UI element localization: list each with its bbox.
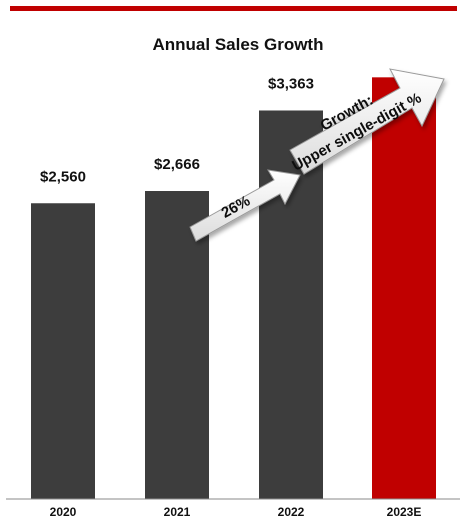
- value-label-2021: $2,666: [154, 156, 200, 173]
- bars-group: [31, 77, 436, 500]
- bar-2021: [145, 191, 209, 499]
- bar-2020: [31, 203, 95, 499]
- x-tick-labels-group: 2020 2021 2022 2023E: [50, 505, 422, 519]
- x-tick-2020: 2020: [50, 505, 77, 519]
- x-tick-2021: 2021: [164, 505, 191, 519]
- bar-2023e: [372, 77, 436, 499]
- value-label-2020: $2,560: [40, 168, 86, 185]
- x-tick-2022: 2022: [278, 505, 305, 519]
- x-tick-2023e: 2023E: [387, 505, 422, 519]
- chart-title: Annual Sales Growth: [153, 35, 324, 54]
- top-accent-rule: [10, 6, 457, 11]
- value-labels-group: $2,560 $2,666 $3,363: [40, 75, 314, 185]
- growth-arrow-26-percent: 26%: [189, 169, 301, 242]
- value-label-2022: $3,363: [268, 75, 314, 92]
